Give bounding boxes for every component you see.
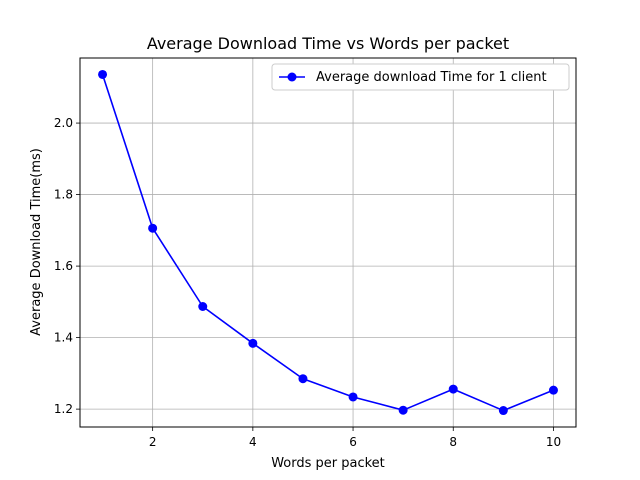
y-tick-label: 1.6 (54, 259, 73, 273)
data-point (98, 69, 108, 79)
legend-point-marker (287, 72, 297, 82)
plot-frame (79, 57, 577, 428)
y-tick-label: 1.2 (54, 402, 73, 416)
axis-ticks: 2 4 6 8 10 1.2 1.4 1.6 1.8 2.0 (54, 116, 561, 449)
grid (80, 58, 576, 427)
plot-area (80, 58, 576, 427)
chart-title: Average Download Time vs Words per packe… (147, 34, 509, 53)
data-point (348, 392, 358, 402)
series-group (98, 69, 558, 416)
x-tick-label: 4 (249, 435, 257, 449)
x-tick-label: 8 (449, 435, 457, 449)
y-tick-label: 1.8 (54, 188, 73, 202)
data-point (498, 406, 508, 416)
legend-label: Average download Time for 1 client (316, 70, 547, 85)
legend-box (271, 63, 570, 91)
legend: Average download Time for 1 client (271, 63, 570, 91)
series-line (101, 74, 554, 412)
y-tick-label: 2.0 (54, 116, 73, 130)
data-point (298, 374, 308, 384)
data-point (448, 384, 458, 394)
x-tick-label: 10 (546, 435, 561, 449)
data-point (398, 405, 408, 415)
data-point (248, 338, 258, 348)
data-point (548, 385, 558, 395)
y-axis-label: Average Download Time(ms) (29, 148, 44, 336)
x-axis-label: Words per packet (271, 456, 385, 471)
y-tick-label: 1.4 (54, 331, 73, 345)
data-point (148, 223, 158, 233)
data-point (198, 302, 208, 311)
x-tick-label: 2 (149, 435, 157, 449)
x-tick-label: 6 (349, 435, 357, 449)
